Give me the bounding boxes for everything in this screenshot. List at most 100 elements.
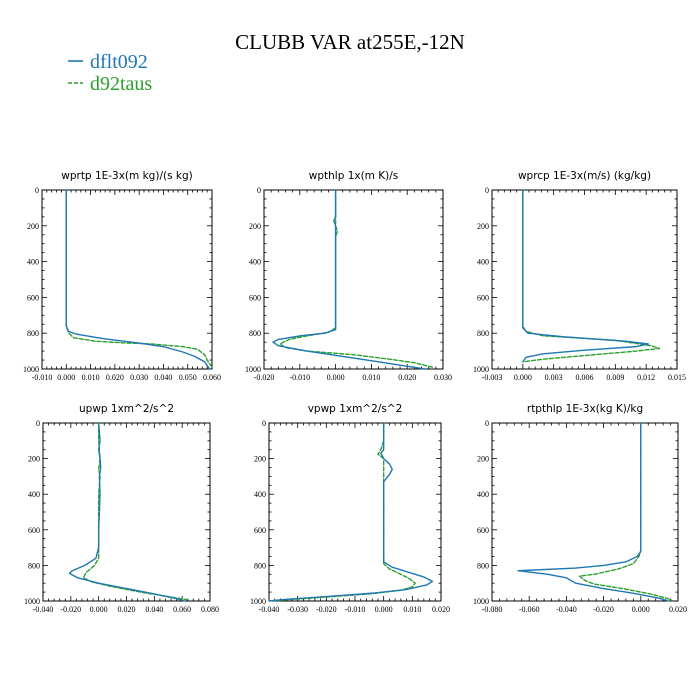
y-tick-label: 1000: [473, 597, 489, 606]
x-tick-label: -0.010: [345, 605, 366, 614]
y-tick-label: 0: [485, 186, 489, 195]
x-tick-label: -0.020: [60, 605, 81, 614]
panel-4: upwp 1xm^2/s^2 -0.040 -0.020 0.000 0.020 0.04…: [24, 403, 219, 614]
x-tick-label: -0.020: [254, 373, 275, 382]
x-tick-label: 0.000: [90, 605, 108, 614]
panel-title: rtpthlp 1E-3x(kg K)/kg: [527, 403, 643, 415]
x-tick-label: 0.020: [106, 373, 124, 382]
x-tick-label: -0.060: [519, 605, 540, 614]
x-tick-label: 0.000: [632, 605, 650, 614]
x-tick-label: 0.015: [668, 373, 686, 382]
series-line-dflt092: [522, 189, 649, 363]
x-tick-label: -0.040: [33, 605, 54, 614]
y-tick-label: 1000: [23, 365, 39, 374]
x-tick-label: 0.050: [179, 373, 197, 382]
panel-5: vpwp 1xm^2/s^2 -0.040 -0.030 -0.020 -0.010 0.…: [250, 403, 450, 614]
y-tick-label: 800: [254, 561, 266, 570]
x-tick-label: 0.012: [637, 373, 655, 382]
y-tick-label: 400: [477, 258, 489, 267]
x-tick-label: 0.009: [606, 373, 624, 382]
x-tick-label: 0.040: [145, 605, 163, 614]
panel-title: wprtp 1E-3x(m kg)/(s kg): [61, 170, 192, 182]
y-tick-label: 200: [28, 455, 40, 464]
x-tick-label: -0.020: [593, 605, 614, 614]
plot-frame: [491, 422, 679, 602]
x-tick-label: 0.060: [203, 373, 221, 382]
x-tick-label: 0.060: [173, 605, 191, 614]
y-tick-label: 200: [477, 455, 489, 464]
x-tick-label: -0.040: [556, 605, 577, 614]
panel-2: wpthlp 1x(m K)/s -0.020 -0.010 0.000 0.010 0.…: [245, 170, 452, 382]
x-tick-label: 0.000: [327, 373, 345, 382]
series-line-d92taus: [274, 422, 416, 602]
x-tick-label: 0.000: [57, 373, 75, 382]
plot-frame: [263, 189, 444, 370]
plot-frame: [491, 189, 678, 370]
y-tick-label: 1000: [245, 365, 261, 374]
x-tick-label: 0.020: [669, 605, 687, 614]
x-tick-label: -0.010: [289, 373, 310, 382]
series-line-d92taus: [578, 422, 674, 602]
panel-title: wprcp 1E-3x(m/s) (kg/kg): [518, 170, 651, 182]
y-tick-label: 800: [477, 329, 489, 338]
y-tick-label: 800: [27, 329, 39, 338]
y-tick-label: 600: [254, 526, 266, 535]
y-tick-label: 800: [477, 561, 489, 570]
y-tick-label: 400: [28, 490, 40, 499]
panel-3: wprcp 1E-3x(m/s) (kg/kg) -0.003 0.000 0.003…: [473, 170, 686, 382]
y-tick-label: 600: [477, 526, 489, 535]
y-tick-label: 400: [27, 258, 39, 267]
panel-title: upwp 1xm^2/s^2: [79, 403, 174, 415]
y-tick-label: 1000: [473, 365, 489, 374]
y-tick-label: 200: [249, 222, 261, 231]
x-tick-label: 0.010: [362, 373, 380, 382]
x-tick-label: 0.020: [118, 605, 136, 614]
y-tick-label: 600: [27, 293, 39, 302]
x-tick-label: -0.040: [259, 605, 280, 614]
y-tick-label: 600: [28, 526, 40, 535]
legend-label-d92taus: d92taus: [90, 73, 152, 95]
x-tick-label: 0.030: [130, 373, 148, 382]
y-tick-label: 400: [254, 490, 266, 499]
series-line-d92taus: [522, 189, 661, 363]
y-tick-label: 400: [249, 258, 261, 267]
y-tick-label: 1000: [250, 597, 266, 606]
y-tick-label: 200: [254, 455, 266, 464]
y-tick-label: 200: [27, 222, 39, 231]
x-tick-label: -0.003: [482, 373, 503, 382]
x-tick-label: -0.030: [287, 605, 308, 614]
series-line-dflt092: [517, 422, 670, 602]
panels: wprtp 1E-3x(m kg)/(s kg) -0.010 0.000 0.010…: [23, 170, 687, 614]
y-tick-label: 0: [485, 419, 489, 428]
x-tick-label: 0.020: [398, 373, 416, 382]
x-tick-label: 0.030: [434, 373, 452, 382]
series-line-dflt092: [272, 189, 426, 370]
y-tick-label: 0: [35, 186, 39, 195]
x-tick-label: 0.003: [545, 373, 563, 382]
series-line-d92taus: [82, 422, 190, 601]
series-line-dflt092: [68, 422, 186, 602]
y-tick-label: 200: [477, 222, 489, 231]
y-tick-label: 600: [249, 293, 261, 302]
x-tick-label: 0.080: [201, 605, 219, 614]
x-tick-label: 0.020: [432, 605, 450, 614]
series-line-d92taus: [65, 189, 213, 368]
chart-title: CLUBB VAR at255E,-12N: [235, 30, 465, 54]
series-line-dflt092: [65, 189, 211, 370]
x-tick-label: 0.010: [403, 605, 421, 614]
y-tick-label: 800: [28, 561, 40, 570]
panel-1: wprtp 1E-3x(m kg)/(s kg) -0.010 0.000 0.010…: [23, 170, 221, 382]
x-tick-label: -0.080: [482, 605, 503, 614]
y-tick-label: 1000: [24, 597, 40, 606]
panel-title: vpwp 1xm^2/s^2: [308, 403, 403, 415]
y-tick-label: 600: [477, 293, 489, 302]
y-tick-label: 800: [249, 329, 261, 338]
x-tick-label: 0.040: [154, 373, 172, 382]
panel-title: wpthlp 1x(m K)/s: [309, 170, 399, 182]
y-tick-label: 0: [36, 419, 40, 428]
x-tick-label: 0.010: [82, 373, 100, 382]
series-line-dflt092: [268, 422, 434, 602]
y-tick-label: 0: [262, 419, 266, 428]
